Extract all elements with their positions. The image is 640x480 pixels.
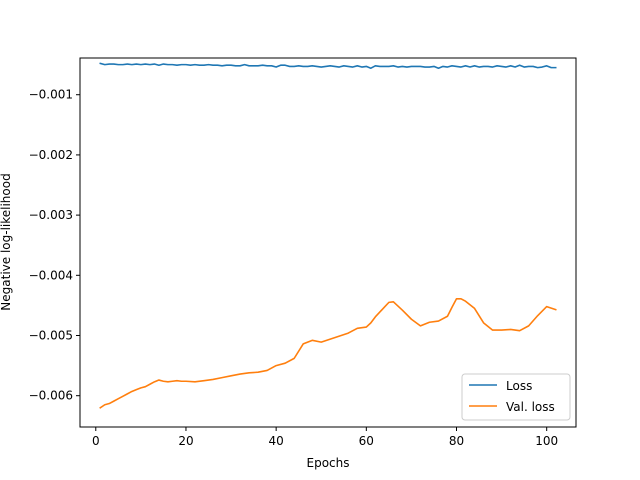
y-tick-label: −0.001 [29,88,73,102]
x-tick-label: 80 [449,434,464,448]
y-axis-label: Negative log-likelihood [0,173,13,310]
y-tick-label: −0.003 [29,208,73,222]
x-tick-label: 20 [178,434,193,448]
y-axis: −0.006 −0.005 −0.004 −0.003 −0.002 −0.001 [29,88,80,403]
legend: Loss Val. loss [461,373,571,421]
series-line-loss [99,62,557,70]
legend-label-loss: Loss [506,379,532,393]
series-layer [99,62,557,409]
y-tick-label: −0.006 [29,389,73,403]
y-tick-label: −0.004 [29,268,73,282]
x-tick-label: 0 [92,434,100,448]
x-axis-label: Epochs [307,456,350,470]
y-tick-label: −0.005 [29,329,73,343]
x-axis: 0 20 40 60 80 100 [92,427,558,448]
x-tick-label: 40 [269,434,284,448]
plot-frame [79,57,577,428]
plot-area [80,58,576,427]
y-tick-label: −0.002 [29,148,73,162]
x-tick-label: 100 [535,434,558,448]
x-tick-label: 60 [359,434,374,448]
series-line-val-loss [99,297,557,409]
legend-label-val-loss: Val. loss [506,400,555,414]
